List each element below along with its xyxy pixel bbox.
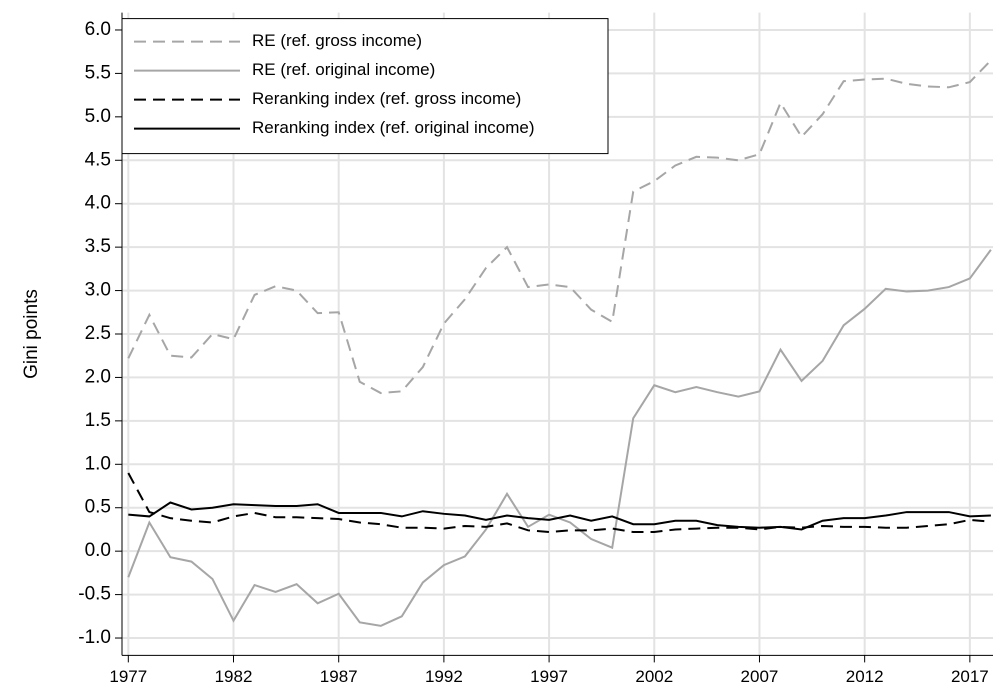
x-tick-label: 1987 <box>320 667 358 686</box>
legend-label: RE (ref. gross income) <box>252 31 422 50</box>
y-tick-label: 0.0 <box>85 540 111 561</box>
y-tick-label: 5.5 <box>85 62 111 83</box>
series-line <box>128 501 991 531</box>
x-tick-label: 1997 <box>530 667 568 686</box>
y-tick-label: 2.5 <box>85 323 111 344</box>
x-tick-label: 1992 <box>425 667 463 686</box>
y-tick-label: 1.5 <box>85 410 111 431</box>
x-tick-label: 2002 <box>635 667 673 686</box>
x-tick-label: 2007 <box>741 667 779 686</box>
legend-label: Reranking index (ref. original income) <box>252 118 535 137</box>
x-tick-label: 1982 <box>215 667 253 686</box>
legend-label: Reranking index (ref. gross income) <box>252 89 521 108</box>
legend-label: RE (ref. original income) <box>252 60 435 79</box>
y-tick-label: 5.0 <box>85 106 111 127</box>
y-tick-label: 4.5 <box>85 149 111 170</box>
y-tick-label: 4.0 <box>85 193 111 214</box>
x-tick-label: 2012 <box>846 667 884 686</box>
y-tick-label: 3.5 <box>85 236 111 257</box>
y-tick-label: 3.0 <box>85 280 111 301</box>
y-tick-label: -1.0 <box>78 627 111 648</box>
y-tick-label: 2.0 <box>85 366 111 387</box>
series-line <box>127 59 992 395</box>
y-tick-label: 6.0 <box>85 19 111 40</box>
x-tick-label: 2017 <box>951 667 989 686</box>
y-tick-label: 0.5 <box>85 497 111 518</box>
series-line <box>127 249 992 627</box>
y-tick-label: 1.0 <box>85 453 111 474</box>
series-line <box>127 472 991 534</box>
y-tick-label: -0.5 <box>78 584 111 605</box>
y-axis-label: Gini points <box>21 289 42 379</box>
x-tick-label: 1977 <box>109 667 147 686</box>
